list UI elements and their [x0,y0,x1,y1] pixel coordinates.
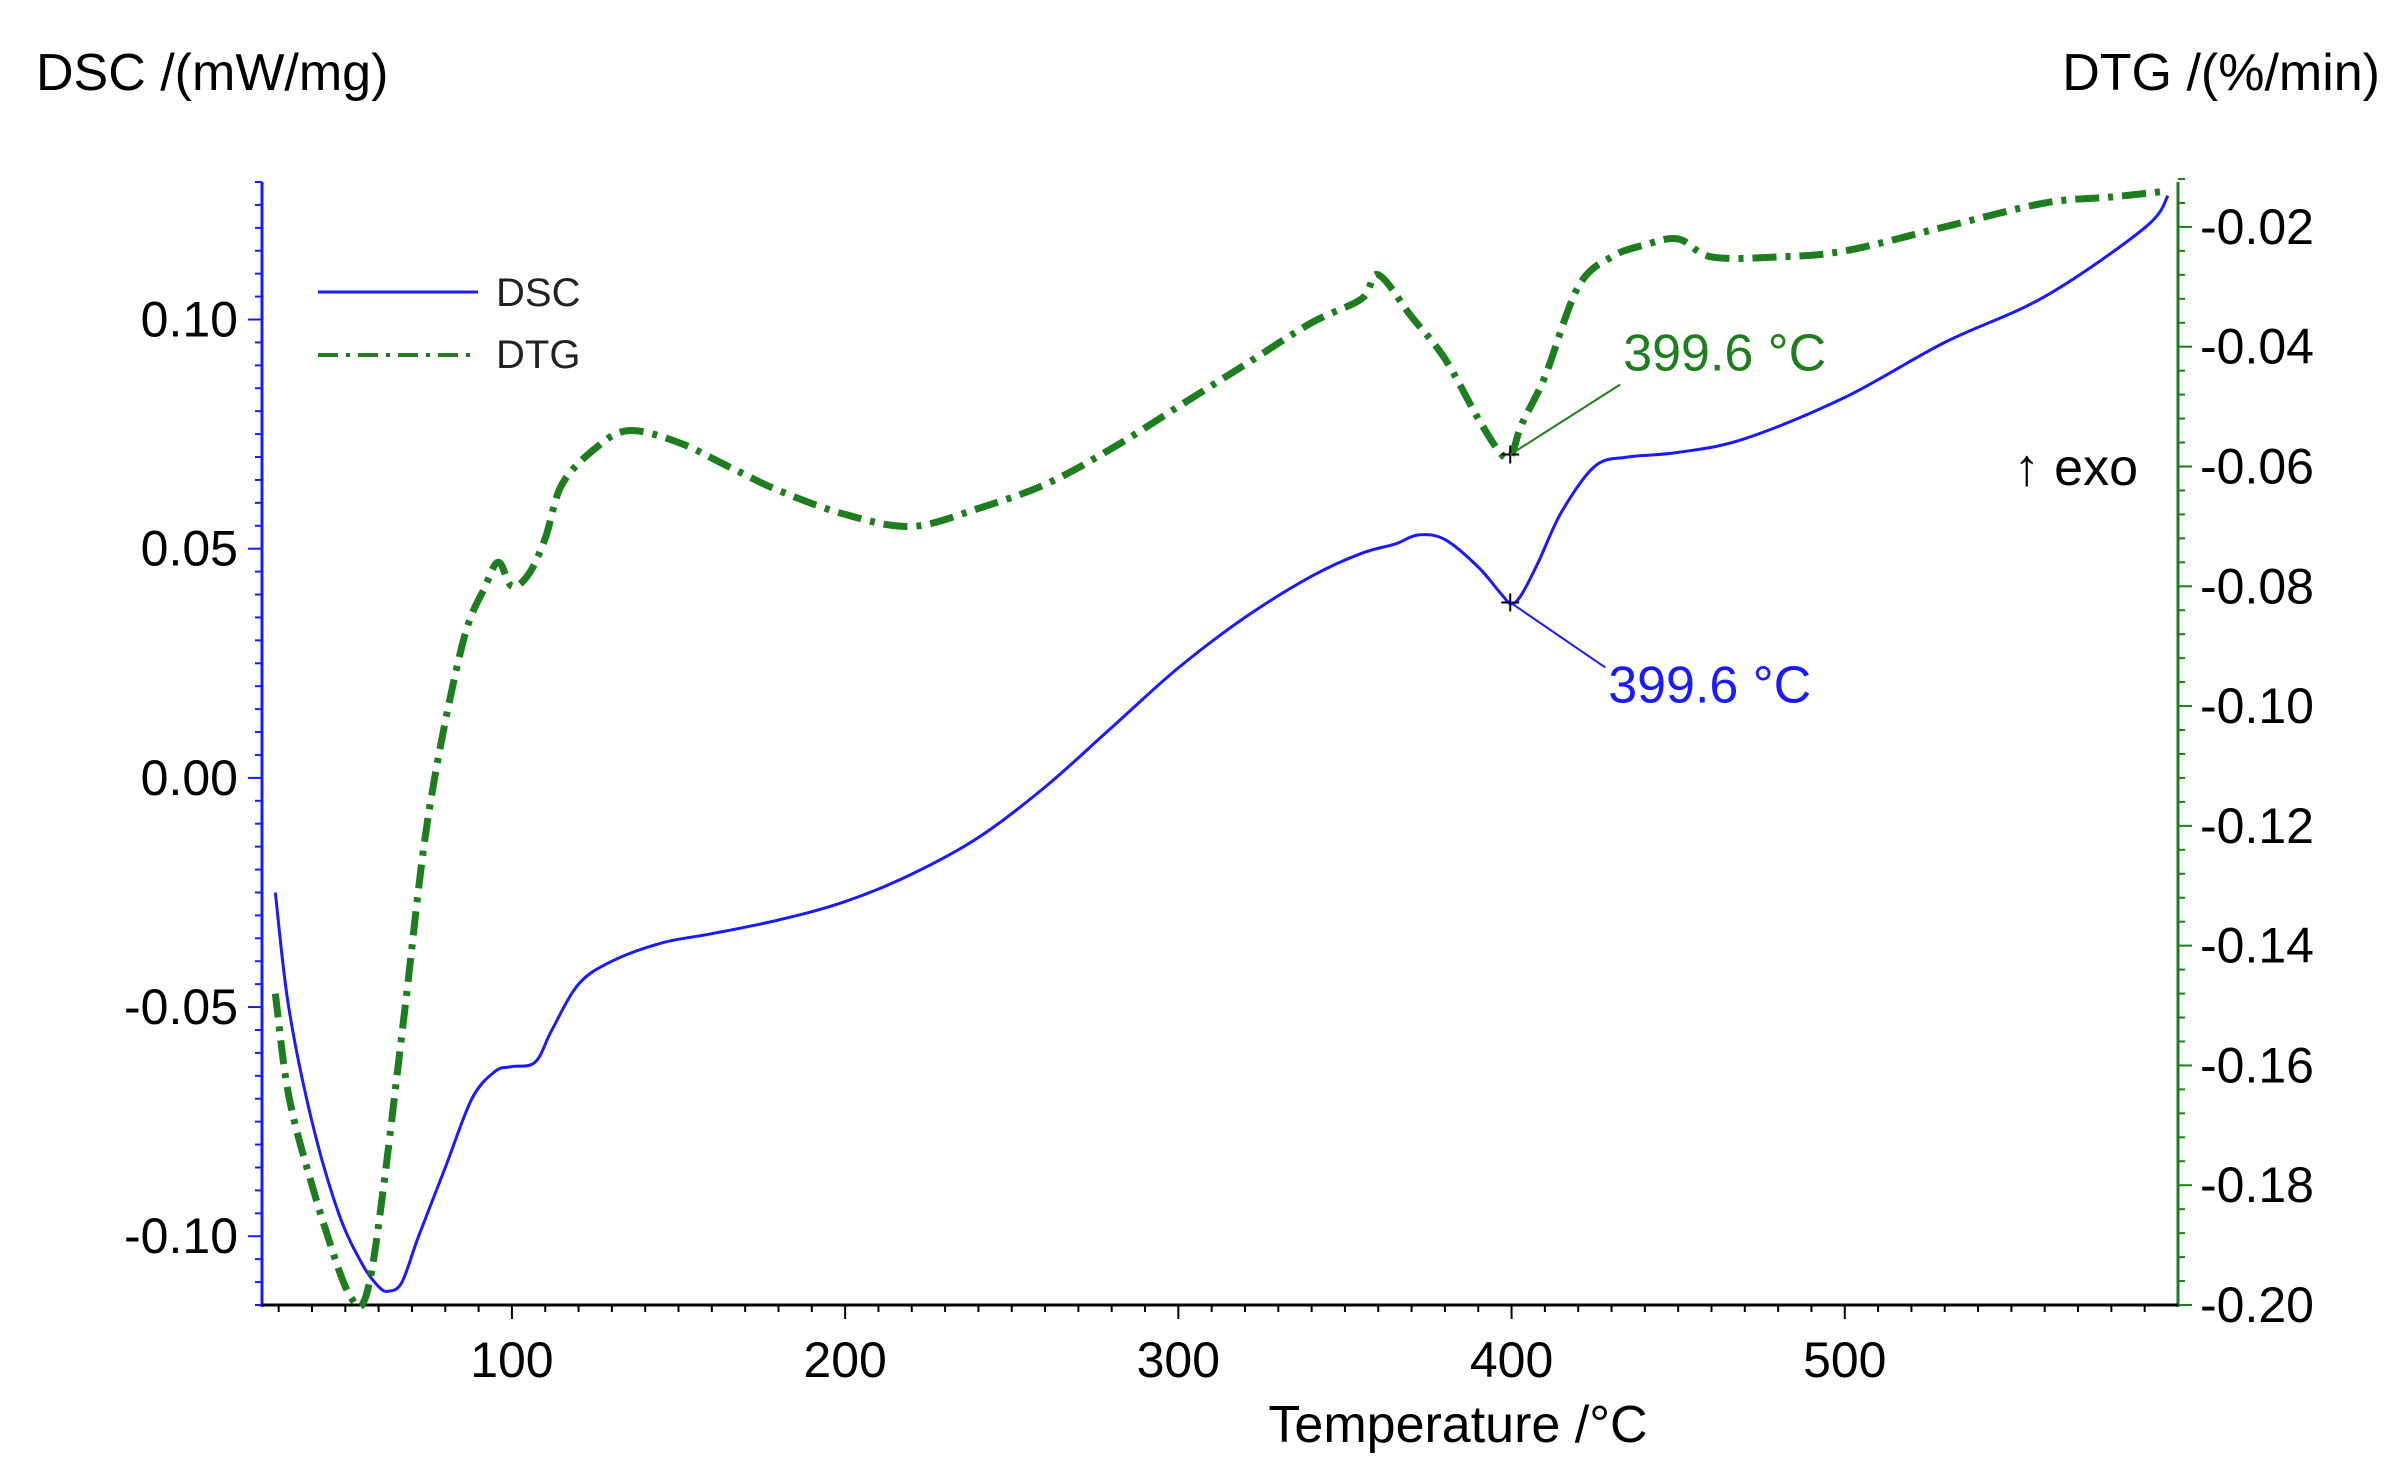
y-right-tick-label: -0.10 [2200,678,2314,734]
legend: DSC DTG [318,271,580,377]
annotation-layer: 399.6 °C 399.6 °C [1501,325,1826,714]
peak-leader-line [1509,601,1606,669]
series-dtg-line [271,187,2169,1311]
axes: 100 200 300 400 500 0.10 0.05 0.00 -0.05 -0.10 -0.… [124,178,2314,1388]
legend-label-dtg: DTG [496,333,580,377]
y-right-tick-label: -0.20 [2200,1277,2314,1333]
y-right-tick-label: -0.14 [2200,918,2314,974]
y-left-tick-label: -0.10 [124,1208,238,1264]
y-left-axis-title: DSC /(mW/mg) [36,44,388,102]
x-axis-title: Temperature /°C [1268,1396,1647,1454]
y-left-tick-label: 0.00 [141,750,238,806]
y-right-tick-label: -0.04 [2200,319,2314,375]
y-right-tick-label: -0.02 [2200,199,2314,255]
y-right-tick-label: -0.16 [2200,1037,2314,1093]
legend-label-dsc: DSC [496,271,580,315]
y-right-tick-label: -0.08 [2200,558,2314,614]
y-left-tick-label: 0.10 [141,292,238,348]
x-tick-label: 200 [803,1332,886,1388]
x-tick-label: 300 [1137,1332,1220,1388]
peak-annotation-label: 399.6 °C [1608,656,1811,714]
x-tick-label: 400 [1470,1332,1553,1388]
peak-leader-line [1509,383,1621,456]
y-right-tick-label: -0.06 [2200,438,2314,494]
y-right-tick-label: -0.18 [2200,1157,2314,1213]
y-left-tick-label: 0.05 [141,521,238,577]
y-right-tick-label: -0.12 [2200,798,2314,854]
x-tick-label: 500 [1803,1332,1886,1388]
y-left-tick-label: -0.05 [124,979,238,1035]
y-right-axis-title: DTG /(%/min) [2062,44,2380,102]
series-layer [271,187,2170,1311]
x-tick-label: 100 [470,1332,553,1388]
peak-annotation-label: 399.6 °C [1623,325,1826,383]
series-dsc-line [273,194,2170,1293]
exo-indicator: ↑ exo [2014,439,2138,497]
